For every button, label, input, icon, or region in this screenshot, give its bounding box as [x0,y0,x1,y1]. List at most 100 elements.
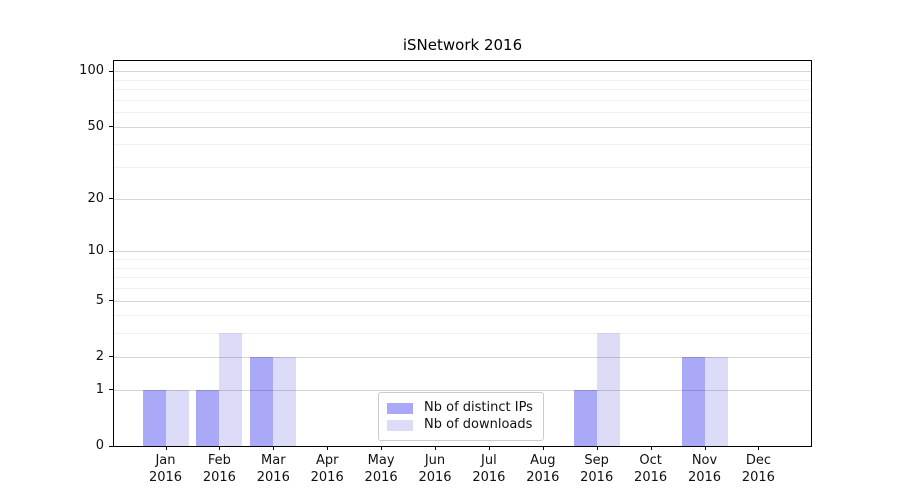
x-tick-mark [596,446,598,450]
x-tick-label: May 2016 [341,452,421,486]
x-tick-label: Oct 2016 [611,452,691,486]
minor-gridline [114,332,811,334]
x-tick-label: Jul 2016 [449,452,529,486]
legend-swatch-downloads [387,419,413,431]
x-tick-mark [219,446,221,450]
x-tick-month: Feb [207,453,231,468]
major-gridline [114,70,811,72]
bar-distinct-ips-feb [196,389,220,446]
y-tick-label: 100 [79,63,104,79]
minor-gridline [114,88,811,90]
minor-gridline [114,111,811,113]
bar-downloads-jan [165,389,189,446]
x-tick-year: 2016 [634,470,668,485]
x-tick-month: Apr [315,453,339,468]
x-tick-label: Jan 2016 [126,452,206,486]
legend: Nb of distinct IPs Nb of downloads [378,392,544,441]
x-tick-month: Sep [584,453,609,468]
y-tick-label: 10 [87,243,104,259]
x-tick-label: Jun 2016 [395,452,475,486]
x-tick-label: Apr 2016 [287,452,367,486]
x-tick-month: May [367,453,395,468]
y-tick-label: 1 [95,381,104,397]
bar-distinct-ips-nov [681,356,705,446]
x-tick-month: Jul [481,453,497,468]
x-tick-year: 2016 [202,470,236,485]
x-tick-mark [704,446,706,450]
x-tick-month: Dec [745,453,771,468]
minor-gridline [114,143,811,145]
bar-downloads-mar [273,356,297,446]
y-tick-mark [109,70,113,72]
x-tick-month: Jan [155,453,176,468]
minor-gridline [114,267,811,269]
x-tick-year: 2016 [526,470,560,485]
x-tick-year: 2016 [418,470,452,485]
major-gridline [114,250,811,252]
minor-gridline [114,99,811,101]
x-tick-year: 2016 [310,470,344,485]
bar-downloads-nov [704,356,728,446]
legend-label-distinct-ips: Nb of distinct IPs [424,400,533,415]
x-tick-year: 2016 [687,470,722,485]
x-tick-label: Feb 2016 [179,452,259,486]
y-tick-label: 2 [95,348,104,364]
x-tick-year: 2016 [580,470,614,485]
bar-distinct-ips-jan [142,389,166,446]
y-tick-mark [109,250,113,252]
minor-gridline [114,79,811,81]
minor-gridline [114,276,811,278]
y-tick-mark [109,300,113,301]
minor-gridline [114,166,811,168]
x-tick-mark [165,446,167,450]
chart-title: iSNetwork 2016 [402,36,523,54]
major-gridline [114,198,811,200]
x-tick-year: 2016 [148,470,183,485]
x-tick-month: Nov [691,453,718,468]
legend-label-downloads: Nb of downloads [424,417,533,432]
x-tick-label: Sep 2016 [557,452,637,486]
x-tick-year: 2016 [472,470,506,485]
minor-gridline [114,287,811,289]
x-tick-year: 2016 [364,470,398,485]
y-tick-mark [109,198,113,200]
minor-gridline [114,258,811,260]
y-tick-label: 50 [87,118,104,134]
y-tick-label: 0 [95,438,104,453]
y-tick-label: 20 [87,190,104,206]
legend-item-distinct-ips: Nb of distinct IPs [387,400,533,416]
y-tick-mark [109,445,113,447]
x-tick-mark [758,446,760,450]
major-gridline [114,126,811,128]
bar-distinct-ips-mar [250,356,274,446]
minor-gridline [114,314,811,316]
bar-downloads-sep [596,333,620,446]
x-tick-year: 2016 [741,470,775,485]
x-tick-month: Mar [261,453,286,468]
x-tick-month: Jun [424,453,446,468]
x-tick-label: Nov 2016 [665,452,745,486]
bar-distinct-ips-sep [573,389,597,446]
x-tick-mark [435,446,436,450]
y-tick-label: 5 [95,292,104,308]
x-tick-mark [273,446,275,450]
legend-swatch-distinct-ips [387,402,413,414]
x-tick-month: Aug [530,453,556,468]
x-tick-label: Mar 2016 [233,452,313,486]
y-tick-mark [109,356,113,358]
x-tick-mark [542,446,544,450]
major-gridline [114,356,811,358]
y-tick-mark [109,389,113,391]
y-tick-mark [109,126,113,128]
bar-downloads-feb [219,333,243,446]
x-tick-year: 2016 [256,470,290,485]
x-tick-mark [488,446,490,450]
x-tick-mark [650,446,652,450]
x-tick-mark [381,446,383,450]
x-tick-mark [327,446,329,450]
x-tick-label: Aug 2016 [503,452,583,486]
x-tick-month: Oct [639,453,662,468]
plot-area [113,60,812,447]
major-gridline [114,389,811,391]
